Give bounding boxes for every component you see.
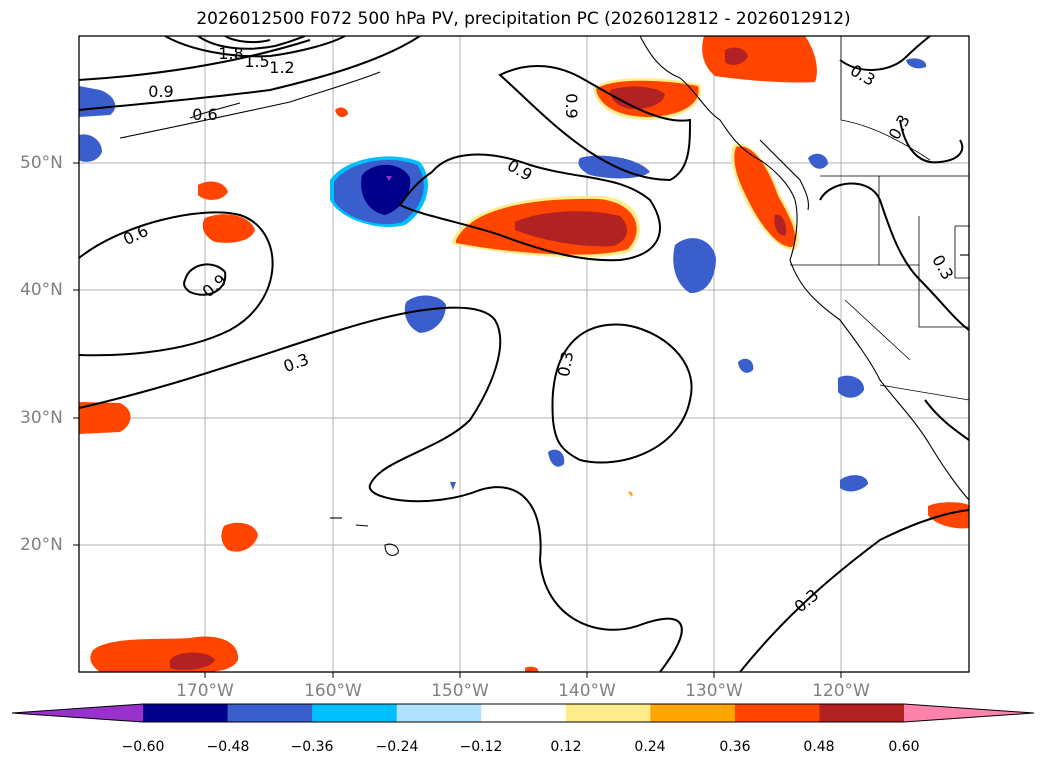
precip-area: [450, 482, 456, 490]
contour-label: 0.6: [120, 221, 151, 249]
precip-area: [673, 238, 716, 294]
colorbar-segment: [819, 704, 905, 722]
precip-area: [404, 295, 446, 333]
colorbar-segment: [904, 704, 1034, 722]
precip-area: [928, 502, 969, 529]
contour-label: 0.6: [192, 105, 217, 124]
precip-area: [808, 153, 828, 169]
contour-label: 1.8: [218, 44, 243, 63]
precip-area: [79, 134, 102, 162]
precip-area: [906, 58, 927, 69]
precip-area: [90, 636, 239, 672]
contour-label: 1.5: [244, 52, 269, 71]
map-frame: [78, 35, 970, 673]
coastlines: [119, 36, 969, 556]
lon-label: 170°W: [176, 681, 234, 701]
colorbar-segment: [565, 704, 651, 722]
colorbar-tick-label: 0.48: [803, 739, 835, 755]
precip-area: [725, 47, 748, 65]
lon-label: 120°W: [812, 681, 870, 701]
lat-label: 40°N: [20, 280, 63, 300]
lat-label: 20°N: [20, 535, 63, 555]
lon-label: 130°W: [685, 681, 743, 701]
precip-area: [840, 475, 868, 492]
contour-label: 0.9: [504, 156, 536, 185]
precip-area: [838, 375, 865, 398]
colorbar-tick-label: −0.36: [290, 739, 334, 755]
contour-label: 0.9: [562, 93, 581, 118]
precip-negative-areas: [79, 58, 927, 492]
contour-label: 0.9: [148, 82, 173, 101]
contour-label: 0.3: [928, 251, 957, 283]
precip-area: [221, 522, 258, 552]
precip-area: [170, 652, 215, 670]
colorbar-tick-label: 0.24: [634, 739, 666, 755]
precip-area: [774, 214, 787, 236]
lon-label: 160°W: [304, 681, 362, 701]
precip-area: [548, 449, 565, 467]
colorbar-tick-label: −0.24: [375, 739, 419, 755]
contour-label: 0.3: [885, 111, 914, 143]
precip-area: [610, 86, 665, 110]
precip-positive-areas: [79, 36, 969, 672]
colorbar-segment: [12, 704, 143, 722]
contour-label: 0.3: [554, 350, 577, 378]
contour-label: 0.3: [281, 350, 311, 377]
colorbar-segment: [227, 704, 313, 722]
colorbar-tick-label: −0.60: [121, 739, 165, 755]
precip-area: [515, 211, 628, 247]
precip-area: [525, 666, 539, 672]
precip-area: [738, 358, 754, 373]
colorbar-segment: [312, 704, 398, 722]
colorbar-segment: [650, 704, 736, 722]
lon-label: 140°W: [558, 681, 616, 701]
colorbar-outline: [11, 703, 1035, 723]
contour-label: 0.3: [847, 61, 879, 90]
precip-area: [702, 36, 817, 83]
colorbar-tick-label: −0.12: [459, 739, 503, 755]
colorbar-tick-label: 0.60: [888, 739, 920, 755]
map-title: 2026012500 F072 500 hPa PV, precipitatio…: [196, 9, 851, 29]
colorbar-segment: [481, 704, 567, 722]
contour-label: 1.2: [269, 58, 294, 77]
colorbar-tick-label: 0.12: [550, 739, 582, 755]
colorbar-segment: [396, 704, 482, 722]
lat-label: 30°N: [20, 408, 63, 428]
precip-area: [198, 181, 228, 200]
colorbar-tick-label: −0.48: [206, 739, 250, 755]
precip-area: [202, 214, 255, 243]
pv-contours: [79, 36, 969, 672]
lat-label: 50°N: [20, 153, 63, 173]
precip-area: [386, 176, 392, 181]
precip-area: [628, 491, 633, 497]
colorbar-tick-label: 0.36: [719, 739, 751, 755]
gridlines: [79, 36, 969, 672]
precip-area: [79, 86, 116, 117]
colorbar: [11, 703, 1035, 723]
precip-area: [79, 402, 131, 434]
map-plot: 1.8 1.5 1.2 0.9 0.6 0.9 0.9 0.6 0.9 0.3 …: [73, 35, 970, 678]
lon-label: 150°W: [431, 681, 489, 701]
precip-area: [361, 164, 411, 215]
colorbar-segment: [143, 704, 229, 722]
political-borders: [790, 36, 969, 401]
precip-area: [335, 107, 348, 118]
colorbar-segment: [734, 704, 820, 722]
